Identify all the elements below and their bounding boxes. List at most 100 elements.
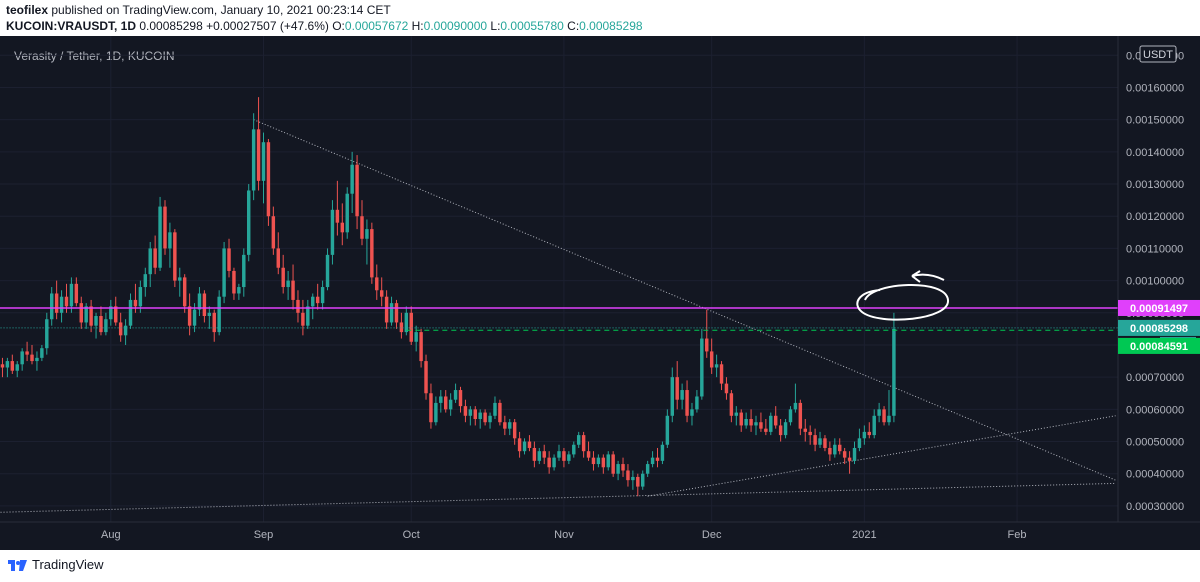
candle <box>389 296 394 326</box>
candle <box>266 138 271 226</box>
candle <box>562 447 566 468</box>
candle <box>847 451 852 474</box>
candle-body <box>734 412 739 416</box>
candle <box>118 312 123 342</box>
candle-body <box>783 422 788 436</box>
candle <box>690 402 694 426</box>
candle-body <box>178 277 182 281</box>
candle-body <box>439 396 443 403</box>
candle-body <box>803 428 807 432</box>
candle <box>109 299 113 326</box>
candle <box>168 222 172 268</box>
candle-body <box>379 290 384 297</box>
price-tick-label: 0.00140000 <box>1126 147 1184 159</box>
candle-body <box>306 306 310 326</box>
candle <box>394 299 399 329</box>
candle <box>49 287 54 326</box>
candle <box>798 399 803 436</box>
candle <box>453 383 458 403</box>
candle <box>572 441 576 458</box>
candle-body <box>547 457 551 468</box>
candle <box>478 409 482 429</box>
candle <box>261 132 266 204</box>
candle <box>567 451 571 465</box>
candle <box>547 451 551 474</box>
candle <box>616 460 620 481</box>
candle <box>291 264 295 310</box>
author-name[interactable]: teofilex <box>6 3 49 17</box>
hand-drawn-circle <box>856 283 950 321</box>
candle <box>838 438 842 455</box>
candle-body <box>414 332 418 342</box>
candle-body <box>744 419 748 426</box>
candle <box>79 296 83 329</box>
candle <box>399 312 404 339</box>
time-axis[interactable]: Aug Sep Oct Nov Dec 2021 Feb <box>101 529 1026 541</box>
candle-body <box>793 402 798 410</box>
candle-body <box>493 402 497 416</box>
candle-body <box>813 435 817 445</box>
currency-badge[interactable] <box>1139 45 1177 63</box>
candle-body <box>261 142 266 181</box>
candle <box>59 290 64 323</box>
candle <box>256 97 261 191</box>
candle <box>246 184 251 262</box>
candle-body <box>552 457 556 468</box>
candle-body <box>616 464 620 474</box>
candle-body <box>705 338 709 352</box>
hand-drawn-arrow <box>911 270 945 283</box>
candle-body <box>384 296 389 323</box>
close-label: C: <box>567 19 580 33</box>
candle-body <box>45 319 49 349</box>
candle <box>892 312 896 423</box>
candle <box>744 412 748 429</box>
candle <box>45 312 49 355</box>
candle-body <box>448 399 453 410</box>
time-tick-label: 2021 <box>852 529 876 541</box>
last-price: 0.00085298 <box>139 19 203 33</box>
candle <box>99 306 103 336</box>
candle <box>128 293 133 329</box>
candle-body <box>330 209 335 255</box>
candle-body <box>429 393 433 423</box>
chart-area[interactable]: Verasity / Tether, 1D, KUCOIN 0.00030000… <box>0 36 1200 550</box>
candle <box>867 422 872 439</box>
candle-body <box>591 457 596 465</box>
candle <box>887 390 891 426</box>
candle <box>532 441 537 468</box>
published-text: published on TradingView.com, January 10… <box>51 3 391 17</box>
candle <box>522 438 527 455</box>
candle-body <box>315 296 320 304</box>
publish-line: teofilex published on TradingView.com, J… <box>6 3 391 17</box>
candle-body <box>114 306 118 323</box>
candle <box>414 325 418 352</box>
candle <box>818 431 822 448</box>
candle-body <box>153 248 157 268</box>
candle <box>631 470 635 490</box>
candle-body <box>99 316 103 333</box>
candle <box>488 412 492 429</box>
price-tag <box>1118 337 1200 354</box>
candle-body <box>542 451 546 458</box>
candle-body <box>601 457 606 468</box>
candle-body <box>242 254 246 288</box>
candle <box>424 354 428 400</box>
candle <box>15 361 19 378</box>
candle-body <box>636 476 640 487</box>
candle-body <box>798 402 803 429</box>
candle <box>340 203 345 246</box>
price-chart[interactable]: Verasity / Tether, 1D, KUCOIN 0.00030000… <box>0 36 1200 550</box>
candle-body <box>877 409 881 416</box>
candle <box>611 451 615 477</box>
candle <box>35 351 39 371</box>
candle-body <box>778 425 783 436</box>
candle-body <box>276 248 280 268</box>
candle <box>581 431 586 458</box>
candle <box>877 402 881 423</box>
candle-body <box>227 248 231 271</box>
candle-body <box>409 312 413 342</box>
candle <box>419 328 423 368</box>
trendlines <box>0 119 1116 513</box>
price-axis[interactable]: 0.00030000 0.00040000 0.00050000 0.00060000… <box>1126 50 1184 513</box>
candle <box>601 454 606 474</box>
